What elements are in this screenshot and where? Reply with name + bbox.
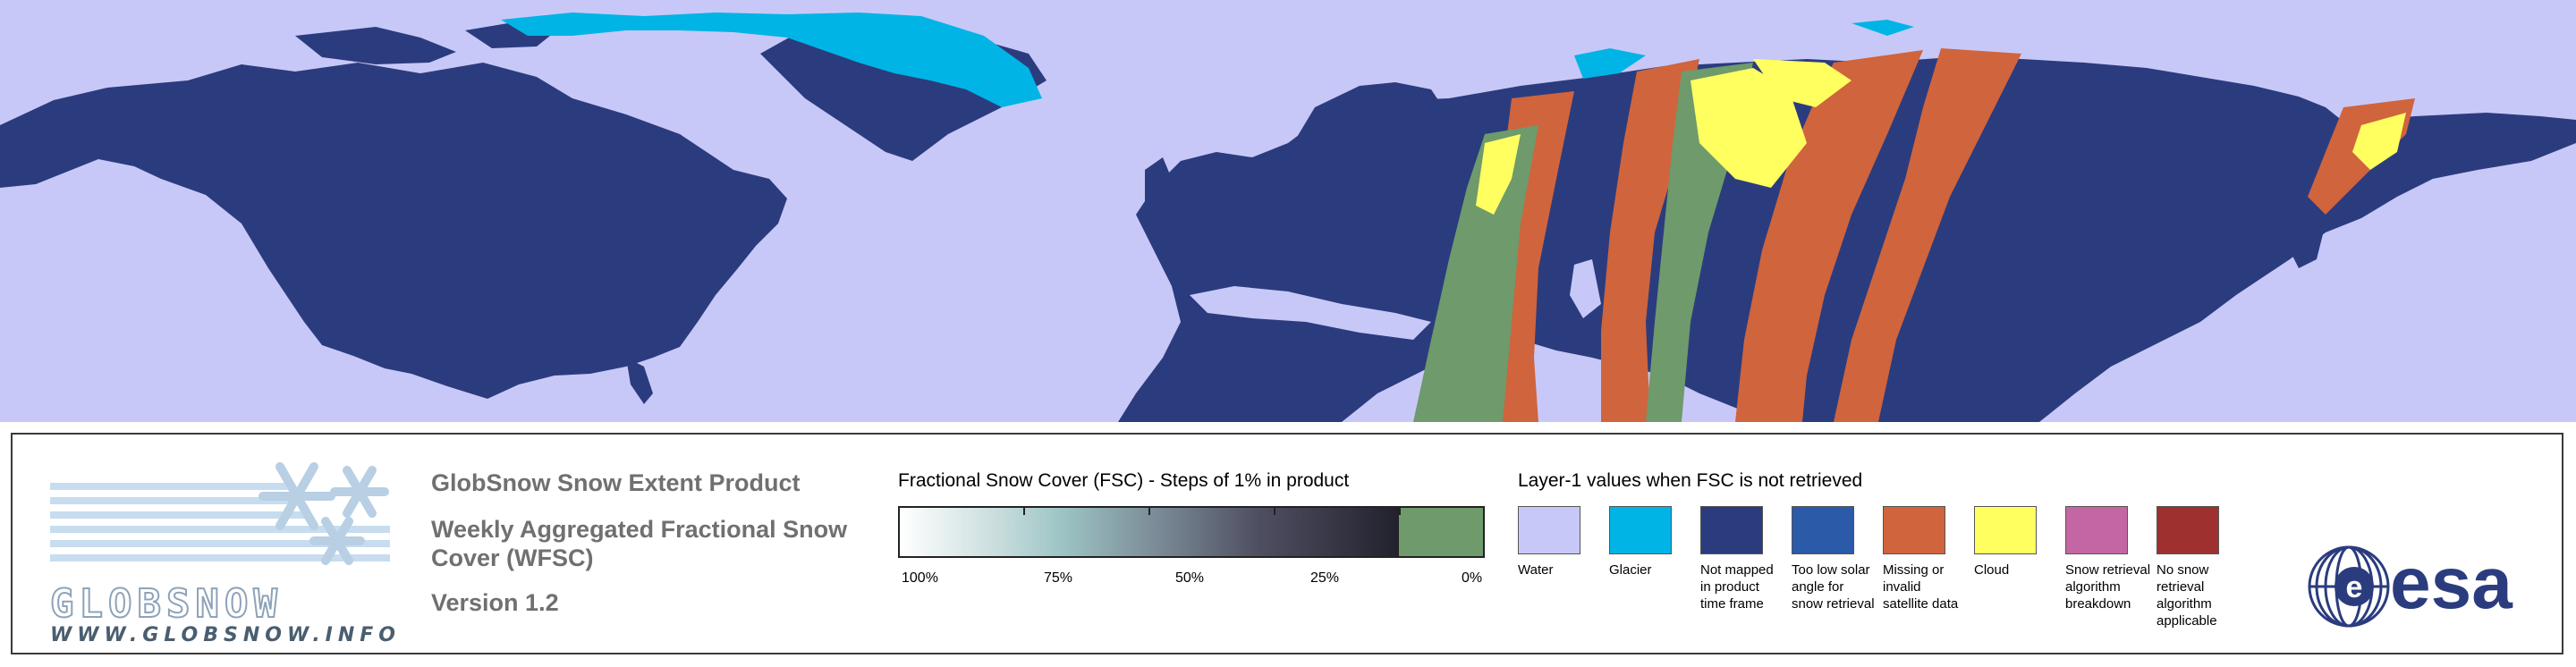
- layer1-swatch: [1518, 506, 1580, 554]
- layer1-swatch: [2157, 506, 2219, 554]
- product-version: Version 1.2: [431, 589, 559, 616]
- fsc-tick-label: 75%: [1044, 570, 1073, 586]
- logo-stripe: [50, 511, 309, 519]
- fsc-zero-swatch: [1399, 506, 1485, 558]
- logo-stripe: [50, 483, 292, 490]
- layer1-swatch: [1609, 506, 1672, 554]
- snowflake-icon: [258, 462, 389, 565]
- product-subtitle-line2: Cover (WFSC): [431, 545, 594, 571]
- globsnow-url: WWW.GLOBSNOW.INFO: [50, 624, 402, 646]
- layer1-legend-title: Layer-1 values when FSC is not retrieved: [1518, 470, 1863, 491]
- esa-logo: e esa: [2304, 542, 2555, 631]
- globsnow-logo: GLOBSNOW WWW.GLOBSNOW.INFO: [38, 447, 413, 646]
- fsc-tick: [1148, 506, 1150, 515]
- layer1-swatch: [1883, 506, 1945, 554]
- logo-stripe: [50, 554, 390, 561]
- layer1-swatch: [2065, 506, 2128, 554]
- legend-panel: GLOBSNOW WWW.GLOBSNOW.INFO GlobSnow Snow…: [11, 433, 2563, 654]
- glacier-areas: [501, 13, 1914, 107]
- fsc-tick-label: 100%: [902, 570, 938, 586]
- snow-cover-map: [0, 0, 2576, 422]
- globsnow-wordmark: GLOBSNOW: [49, 580, 283, 628]
- layer1-label: Water: [1518, 562, 1554, 578]
- layer1-label: No snow retrieval algorithm applicable: [2157, 562, 2217, 629]
- fsc-legend-title: Fractional Snow Cover (FSC) - Steps of 1…: [898, 470, 1350, 491]
- layer1-label: Not mapped in product time frame: [1700, 562, 1774, 612]
- fsc-tick-label: 25%: [1310, 570, 1340, 586]
- fsc-tick-label: 0%: [1462, 570, 1483, 586]
- fsc-tick: [1399, 506, 1401, 515]
- layer1-swatch: [1974, 506, 2037, 554]
- logo-stripe: [50, 540, 390, 547]
- logo-stripe: [50, 497, 301, 504]
- layer1-swatch: [1700, 506, 1763, 554]
- fsc-tick: [1023, 506, 1025, 515]
- svg-text:e: e: [2346, 570, 2363, 604]
- fsc-tick: [1274, 506, 1275, 515]
- product-subtitle-line1: Weekly Aggregated Fractional Snow: [431, 516, 848, 543]
- product-title: GlobSnow Snow Extent Product: [431, 469, 801, 496]
- esa-wordmark: esa: [2390, 543, 2512, 624]
- layer1-label: Missing or invalid satellite data: [1883, 562, 1959, 612]
- layer1-label: Cloud: [1974, 562, 2010, 578]
- cloud-areas: [1476, 59, 2406, 215]
- esa-globe-icon: e: [2308, 545, 2390, 628]
- fsc-tick-label: 50%: [1175, 570, 1205, 586]
- layer1-label: Glacier: [1609, 562, 1652, 578]
- layer1-label: Snow retrieval algorithm breakdown: [2065, 562, 2151, 612]
- layer1-label: Too low solar angle for snow retrieval: [1792, 562, 1875, 612]
- layer1-swatch: [1792, 506, 1854, 554]
- logo-stripe: [50, 526, 390, 533]
